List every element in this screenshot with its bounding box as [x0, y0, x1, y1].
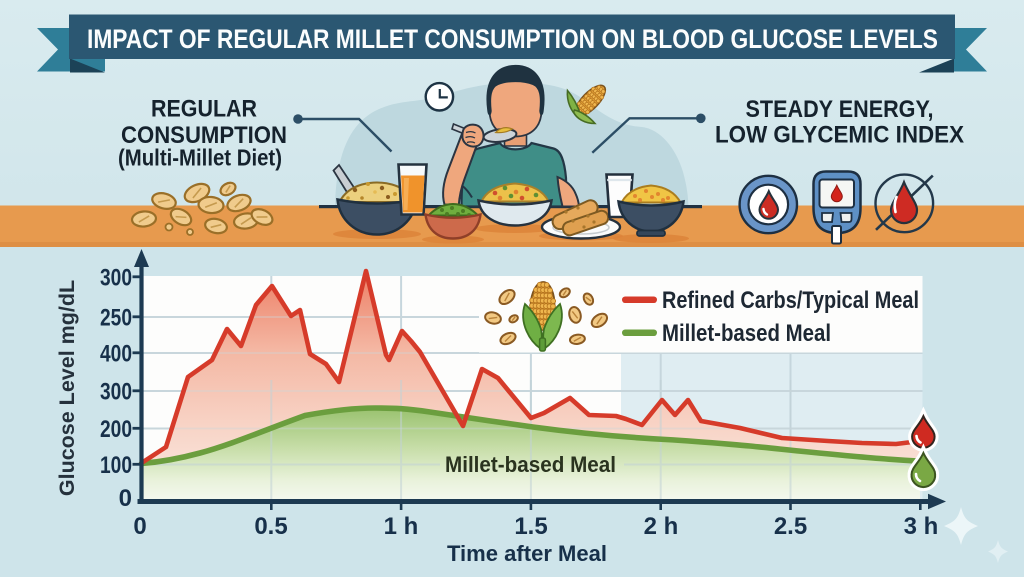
svg-text:(Multi-Millet Diet): (Multi-Millet Diet) — [118, 145, 282, 171]
svg-text:STEADY ENERGY,: STEADY ENERGY, — [746, 96, 934, 123]
svg-text:2 h: 2 h — [644, 513, 679, 540]
svg-text:250: 250 — [100, 305, 132, 332]
svg-text:300: 300 — [100, 379, 132, 406]
svg-text:3 h: 3 h — [904, 513, 939, 540]
svg-text:Millet-based Meal: Millet-based Meal — [662, 320, 831, 347]
svg-text:300: 300 — [100, 265, 132, 292]
svg-text:IMPACT OF REGULAR MILLET CONSU: IMPACT OF REGULAR MILLET CONSUMPTION ON … — [87, 24, 938, 54]
svg-text:100: 100 — [100, 452, 132, 479]
svg-text:CONSUMPTION: CONSUMPTION — [121, 122, 287, 149]
svg-text:200: 200 — [100, 416, 132, 443]
svg-text:Millet-based Meal: Millet-based Meal — [445, 452, 616, 477]
svg-text:400: 400 — [100, 341, 132, 368]
svg-text:Time after Meal: Time after Meal — [447, 541, 607, 566]
svg-text:1.5: 1.5 — [514, 513, 547, 540]
svg-text:0: 0 — [119, 485, 132, 512]
svg-text:2.5: 2.5 — [774, 513, 807, 540]
svg-text:0.5: 0.5 — [254, 513, 287, 540]
svg-text:0: 0 — [133, 513, 146, 540]
svg-text:Glucose Level mg/dL: Glucose Level mg/dL — [55, 280, 79, 496]
svg-text:LOW GLYCEMIC INDEX: LOW GLYCEMIC INDEX — [715, 122, 965, 149]
svg-text:Refined Carbs/Typical Meal: Refined Carbs/Typical Meal — [662, 287, 919, 314]
svg-text:REGULAR: REGULAR — [151, 96, 257, 123]
svg-text:1 h: 1 h — [384, 513, 419, 540]
